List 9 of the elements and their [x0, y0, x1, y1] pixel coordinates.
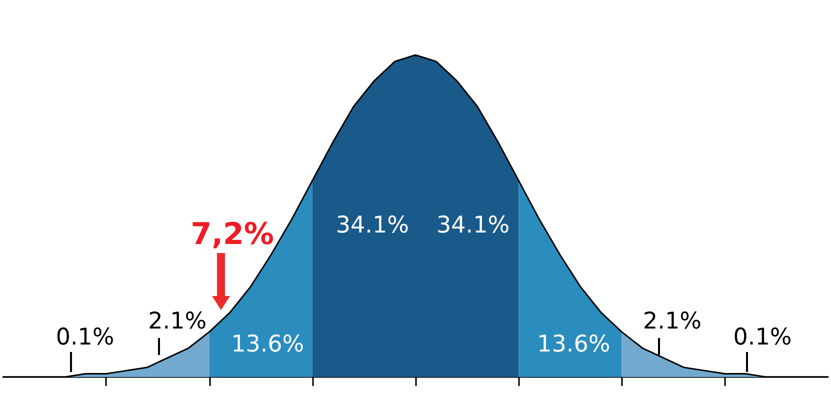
annotation: 0.1%	[733, 324, 792, 351]
annotation: 7,2%	[190, 217, 274, 252]
annotation: 13.6%	[231, 331, 304, 358]
annotation: 2.1%	[643, 308, 702, 335]
annotation: 2.1%	[148, 308, 207, 335]
annotation: 0.1%	[56, 324, 114, 351]
annotation: 13.6%	[537, 331, 610, 358]
annotation: 34.1%	[436, 212, 510, 238]
annotation: 34.1%	[336, 212, 409, 238]
